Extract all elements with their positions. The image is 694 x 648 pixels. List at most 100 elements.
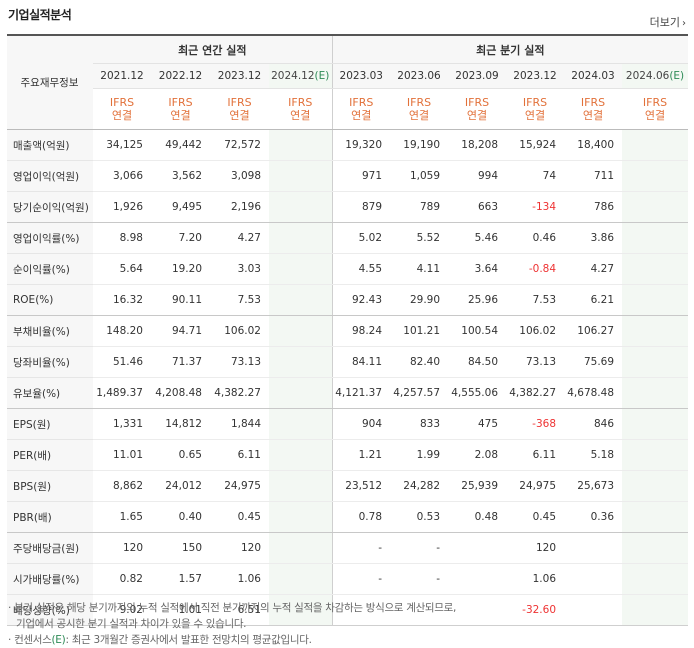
value-cell: 0.53 <box>390 501 449 533</box>
value-cell <box>622 594 689 626</box>
value-cell: 92.43 <box>331 284 391 316</box>
value-cell: -0.84 <box>506 253 565 285</box>
ifrs-label: IFRS 연결 <box>622 88 689 130</box>
ifrs-text: IFRS <box>288 96 313 109</box>
ifrs-text: IFRS <box>109 96 135 109</box>
value-cell <box>622 253 689 285</box>
value-cell: 73.13 <box>210 346 269 378</box>
table-row: 유보율(%) 1,489.37 4,208.48 4,382.27 4,121.37 4,… <box>7 377 689 409</box>
value-cell <box>269 129 333 161</box>
period-header: 2024.06(E) <box>622 63 689 89</box>
value-cell: 6.11 <box>506 439 565 471</box>
value-cell: -368 <box>506 408 565 440</box>
chevron-right-icon[interactable]: › <box>682 18 686 29</box>
period-header: 2023.12 <box>506 63 565 89</box>
value-cell: 6.21 <box>564 284 623 316</box>
ifrs-text: IFRS <box>580 96 606 109</box>
table-row: 순이익률(%) 5.64 19.20 3.03 4.55 4.11 3.64 -0.84 4.2… <box>7 253 689 285</box>
value-cell: 2,196 <box>210 191 269 223</box>
value-cell: - <box>390 532 449 564</box>
value-cell: 84.11 <box>331 346 391 378</box>
value-cell: 49,442 <box>151 129 210 161</box>
more-link[interactable]: 더보기 › <box>650 14 686 30</box>
value-cell: 786 <box>564 191 623 223</box>
more-label[interactable]: 더보기 <box>649 16 680 29</box>
value-cell: 3,562 <box>151 160 210 192</box>
value-cell <box>564 532 623 564</box>
value-cell: 7.20 <box>151 222 210 254</box>
value-cell: 29.90 <box>390 284 449 316</box>
note-line: · 컨센서스(E): 최근 3개월간 증권사에서 발표한 전망치의 평균값입니다… <box>8 632 456 648</box>
value-cell: 4,121.37 <box>331 377 391 409</box>
value-cell: 5.02 <box>331 222 391 254</box>
value-cell: 15,924 <box>506 129 565 161</box>
value-cell: 994 <box>448 160 507 192</box>
row-label: 영업이익률(%) <box>7 222 93 254</box>
value-cell: 11.01 <box>93 439 151 471</box>
period-header: 2024.12(E) <box>269 63 333 89</box>
value-cell: 5.52 <box>390 222 449 254</box>
value-cell: 1.57 <box>151 563 210 595</box>
ifrs-text: IFRS <box>406 96 432 109</box>
ifrs-label: IFRS 연결 <box>151 88 210 130</box>
value-cell <box>622 470 689 502</box>
value-cell <box>269 532 333 564</box>
value-cell: 0.45 <box>506 501 565 533</box>
value-cell <box>269 377 333 409</box>
footnotes: · 분기 실적은 해당 분기까지의 누적 실적에서 직전 분기까지의 누적 실적… <box>8 600 456 648</box>
value-cell: 120 <box>506 532 565 564</box>
period-label: 2024.03 <box>571 70 615 82</box>
value-cell <box>331 594 391 626</box>
value-cell: 6.11 <box>210 439 269 471</box>
ifrs-text: IFRS <box>522 96 548 109</box>
value-cell: - <box>331 532 391 564</box>
value-cell: 846 <box>564 408 623 440</box>
ifrs-label: IFRS 연결 <box>210 88 269 130</box>
row-label: BPS(원) <box>7 470 93 502</box>
table-row: PBR(배) 1.65 0.40 0.45 0.78 0.53 0.48 0.45 0.36 <box>7 501 689 533</box>
value-cell: 4.11 <box>390 253 449 285</box>
value-cell: 1.21 <box>331 439 391 471</box>
value-cell: 711 <box>564 160 623 192</box>
value-cell: 71.37 <box>151 346 210 378</box>
table-row: 영업이익(억원) 3,066 3,562 3,098 971 1,059 994 74 711 <box>7 160 689 192</box>
row-label: 주당배당금(원) <box>7 532 93 564</box>
table-row: BPS(원) 8,862 24,012 24,975 23,512 24,282 25,93… <box>7 470 689 502</box>
financial-table: 주요재무정보 최근 연간 실적 최근 분기 실적 2021.12 2022.12 2… <box>7 34 689 626</box>
value-cell: 24,282 <box>390 470 449 502</box>
table-row: 당좌비율(%) 51.46 71.37 73.13 84.11 82.40 84.50 73.… <box>7 346 689 378</box>
table-row: PER(배) 11.01 0.65 6.11 1.21 1.99 2.08 6.11 5.18 <box>7 439 689 471</box>
value-cell: -134 <box>506 191 565 223</box>
value-cell <box>269 160 333 192</box>
row-label: 영업이익(억원) <box>7 160 93 192</box>
ifrs-text: IFRS <box>227 96 252 109</box>
ifrs-label: IFRS 연결 <box>390 88 449 130</box>
value-cell: 904 <box>331 408 391 440</box>
consolidated-text: 연결 <box>466 109 488 122</box>
ifrs-text: IFRS <box>349 96 374 109</box>
ifrs-label: IFRS 연결 <box>506 88 565 130</box>
estimate-mark: (E) <box>669 70 685 82</box>
value-cell <box>622 284 689 316</box>
value-cell: 106.02 <box>506 315 565 347</box>
value-cell: 0.48 <box>448 501 507 533</box>
value-cell: 9,495 <box>151 191 210 223</box>
value-cell: 25.96 <box>448 284 507 316</box>
value-cell: 24,975 <box>210 470 269 502</box>
quarter-group-header: 최근 분기 실적 <box>331 34 689 64</box>
ifrs-row: IFRS 연결 IFRS 연결 IFRS 연결 IFRS 연결 IFRS 연결 IFRS 연결 IFRS… <box>7 88 689 130</box>
value-cell: 1,331 <box>93 408 151 440</box>
period-label: 2024.12 <box>271 70 315 82</box>
period-row: 2021.12 2022.12 2023.12 2024.12(E) 2023.03 20… <box>7 63 689 89</box>
period-header: 2023.09 <box>448 63 507 89</box>
value-cell <box>622 377 689 409</box>
consolidated-text: 연결 <box>170 109 191 122</box>
row-label: ROE(%) <box>7 284 93 316</box>
period-label: 2021.12 <box>100 70 144 82</box>
value-cell: 0.78 <box>331 501 391 533</box>
value-cell: 101.21 <box>390 315 449 347</box>
value-cell <box>269 222 333 254</box>
table-row: 부채비율(%) 148.20 94.71 106.02 98.24 101.21 100.5… <box>7 315 689 347</box>
value-cell: - <box>390 563 449 595</box>
